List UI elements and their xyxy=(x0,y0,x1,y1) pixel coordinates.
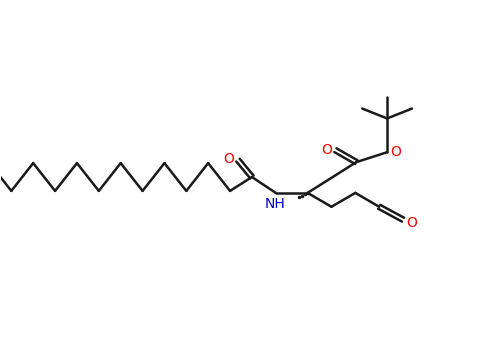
Text: O: O xyxy=(407,216,417,230)
Text: O: O xyxy=(391,145,402,159)
Text: O: O xyxy=(224,152,235,166)
Text: NH: NH xyxy=(264,197,285,211)
Text: O: O xyxy=(321,143,332,157)
